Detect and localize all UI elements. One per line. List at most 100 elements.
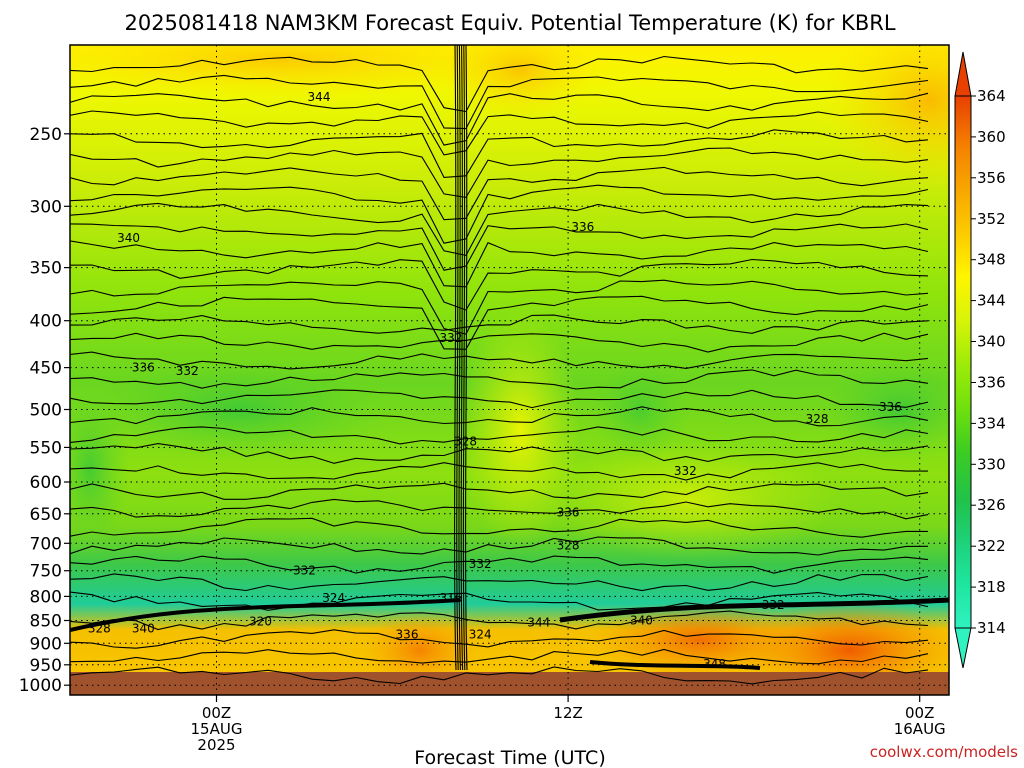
colorbar-label: 322 (977, 537, 1006, 555)
x-axis-label: Forecast Time (UTC) (414, 747, 605, 768)
contour-label: 336 (879, 400, 902, 414)
contour-line (70, 240, 929, 288)
y-tick-label: 650 (30, 505, 62, 525)
contour-label: 336 (396, 627, 419, 641)
contour-line (70, 351, 929, 370)
contour-line (70, 147, 929, 199)
contour-label: 336 (132, 361, 155, 375)
y-axis: 2503003504004505005506006507007508008509… (19, 125, 70, 696)
contour-label: 328 (88, 621, 111, 635)
contour-line (458, 45, 461, 671)
y-tick-label: 500 (30, 401, 62, 421)
contour-label: 332 (439, 331, 462, 345)
colorbar-label: 336 (977, 374, 1006, 392)
contour-line (70, 573, 929, 592)
contour-line (70, 629, 929, 649)
colorbar-label: 356 (977, 169, 1006, 187)
y-tick-label: 350 (30, 259, 62, 279)
contour-label: 328 (454, 435, 477, 449)
contour-line (589, 660, 761, 670)
contour-line (454, 45, 457, 671)
contour-label: 332 (469, 557, 492, 571)
colorbar-label: 348 (977, 251, 1006, 269)
colorbar-bottom-arrow (954, 627, 972, 669)
contour-label: 316 (439, 591, 462, 605)
contour-line (70, 536, 929, 556)
contour-line (70, 110, 929, 156)
colorbar-top-arrow (954, 51, 972, 97)
contour-line (70, 443, 929, 464)
colorbar: 314 318 322 326 330 334 336 340 344 348 352 356 360 3… (954, 51, 1006, 669)
contour-label: 344 (527, 615, 550, 629)
contour-line (465, 45, 468, 671)
contour-line (70, 332, 929, 353)
y-tick-label: 800 (30, 587, 62, 607)
contour-line (70, 426, 929, 445)
contour-line (70, 517, 928, 538)
y-tick-label: 850 (30, 612, 62, 632)
contour-line (70, 591, 929, 611)
colorbar-label: 318 (977, 578, 1006, 596)
contour-line (70, 74, 929, 130)
contour-line (70, 295, 929, 350)
y-tick-label: 600 (30, 473, 62, 493)
contour-line (70, 258, 929, 311)
x-tick-label: 00Z (905, 704, 934, 722)
y-tick-label: 400 (30, 312, 62, 332)
y-tick-label: 900 (30, 634, 62, 654)
contour-line (70, 462, 928, 481)
contour-line (70, 498, 929, 520)
contour-line (460, 45, 464, 671)
contour-label: 348 (703, 657, 726, 671)
y-tick-label: 750 (30, 562, 62, 582)
chart-title: 2025081418 NAM3KM Forecast Equiv. Potent… (124, 11, 895, 35)
contour-line (70, 610, 929, 631)
contour-line (462, 45, 466, 671)
contour-label: 324 (322, 591, 345, 605)
contour-line (70, 184, 929, 244)
colorbar-label: 360 (977, 128, 1006, 146)
contour-line (70, 92, 929, 146)
contour-line (70, 369, 929, 390)
contour-label: 340 (132, 621, 155, 635)
colorbar-label: 340 (977, 333, 1006, 351)
contour-label: 332 (674, 464, 697, 478)
contour-line (70, 406, 929, 427)
x-tick-label: 16AUG (894, 720, 946, 738)
contour-line (70, 279, 929, 335)
colorbar-label: 364 (977, 87, 1006, 105)
y-tick-label: 700 (30, 534, 62, 554)
x-axis: 00Z15AUG202512Z00Z16AUG12Z00Z17AUG (191, 695, 946, 754)
grid (70, 45, 949, 695)
contour-label: 336 (571, 220, 594, 234)
credit-text: coolwx.com/models (870, 743, 1018, 761)
colorbar-label: 326 (977, 496, 1006, 514)
y-tick-label: 950 (30, 656, 62, 676)
contour-line (70, 482, 929, 500)
contour-line (70, 666, 929, 685)
y-tick-label: 450 (30, 359, 62, 379)
contour-line (70, 166, 929, 221)
colorbar-label: 344 (977, 292, 1006, 310)
contour-line (70, 389, 929, 409)
heatmap-field (70, 45, 949, 695)
contour-line (559, 597, 949, 623)
x-tick-label: 12Z (553, 704, 582, 722)
contour-labels: 344 344 340 336 336 332 336 332 332 336 328 332 328 3… (88, 90, 902, 671)
colorbar-label: 330 (977, 455, 1006, 473)
x-tick-label: 2025 (197, 736, 235, 754)
y-tick-label: 250 (30, 125, 62, 145)
x-tick-label: 00Z (202, 704, 231, 722)
contour-line (70, 129, 929, 178)
contour-line (70, 223, 929, 271)
y-tick-label: 550 (30, 438, 62, 458)
contour-line (456, 45, 459, 671)
y-tick-label: 1000 (19, 676, 62, 696)
contour-label: 344 (308, 90, 331, 104)
colorbar-label: 352 (977, 210, 1006, 228)
contour-line (70, 648, 929, 665)
colorbar-gradient (954, 95, 972, 629)
contour-label: 320 (249, 615, 272, 629)
contour-label: 340 (117, 231, 140, 245)
